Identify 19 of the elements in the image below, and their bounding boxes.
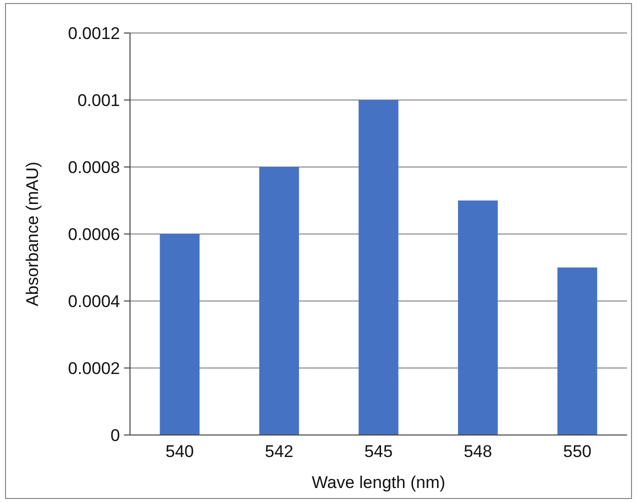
y-tick-label: 0.0004: [68, 292, 120, 311]
y-tick-label: 0: [110, 426, 120, 445]
y-tick-label: 0.0006: [68, 224, 120, 244]
x-tick-label: 542: [264, 442, 294, 461]
bar: [358, 100, 398, 435]
bar: [557, 268, 598, 435]
bar: [160, 234, 200, 435]
y-tick-label: 0.0002: [68, 358, 120, 378]
bar: [458, 200, 498, 435]
bar: [259, 167, 299, 435]
x-tick-label: 540: [166, 442, 194, 461]
y-tick-label: 0.001: [77, 90, 120, 110]
y-axis-title: Absorbance (mAU): [23, 162, 42, 306]
x-axis-title: Wave length (nm): [312, 473, 446, 492]
y-tick-label: 0.0008: [68, 158, 120, 177]
x-tick-label: 548: [464, 442, 492, 461]
y-tick-label: 0.0012: [68, 24, 120, 43]
x-tick-label: 550: [563, 442, 592, 461]
x-tick-label: 545: [364, 442, 393, 461]
